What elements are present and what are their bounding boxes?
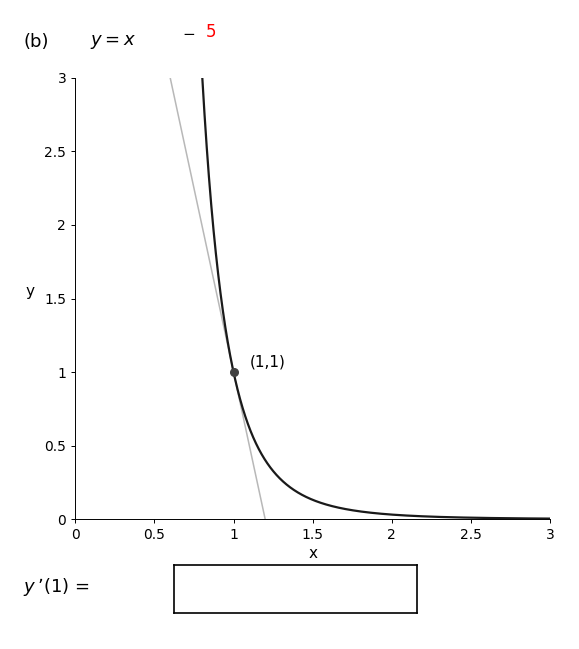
Text: $y = x$: $y = x$: [90, 33, 135, 51]
Text: (1,1): (1,1): [250, 354, 285, 369]
Text: $-$: $-$: [182, 25, 196, 40]
X-axis label: x: x: [308, 546, 317, 561]
Text: (b): (b): [23, 33, 49, 51]
Text: 5: 5: [206, 23, 216, 42]
Y-axis label: y: y: [26, 284, 35, 299]
Text: $y$ ’(1) =: $y$ ’(1) =: [23, 576, 90, 598]
